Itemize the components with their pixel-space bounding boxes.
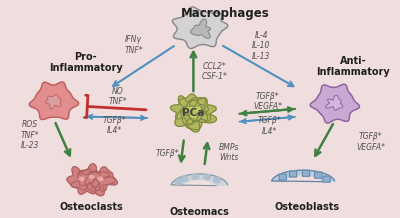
Text: PCa: PCa — [182, 107, 204, 118]
Polygon shape — [29, 82, 78, 119]
Polygon shape — [326, 95, 343, 110]
Ellipse shape — [98, 177, 103, 181]
FancyBboxPatch shape — [314, 172, 322, 178]
Text: Pro-
Inflammatory: Pro- Inflammatory — [49, 52, 123, 73]
Text: TGFβ*: TGFβ* — [156, 149, 179, 158]
Ellipse shape — [181, 176, 188, 181]
Text: CCL2*
CSF-1*: CCL2* CSF-1* — [202, 62, 228, 81]
Ellipse shape — [190, 113, 196, 117]
Ellipse shape — [175, 179, 182, 185]
Ellipse shape — [214, 177, 220, 183]
Text: Osteomacs: Osteomacs — [170, 207, 229, 217]
Polygon shape — [85, 171, 115, 196]
Polygon shape — [171, 174, 228, 186]
Polygon shape — [310, 84, 360, 123]
Ellipse shape — [204, 174, 211, 180]
Text: NO
TNF*: NO TNF* — [108, 87, 127, 106]
Ellipse shape — [89, 175, 94, 179]
Text: Osteoclasts: Osteoclasts — [60, 202, 124, 212]
Polygon shape — [181, 100, 208, 125]
Text: Macrophages: Macrophages — [181, 7, 270, 20]
Polygon shape — [175, 106, 202, 132]
Polygon shape — [88, 167, 118, 191]
Text: Osteoblasts: Osteoblasts — [274, 202, 340, 212]
Text: TGFβ*
VEGFA*: TGFβ* VEGFA* — [254, 92, 282, 111]
Text: IL-4
IL-10
IL-13: IL-4 IL-10 IL-13 — [252, 31, 270, 61]
Text: TGFβ*
IL4*: TGFβ* IL4* — [103, 116, 127, 135]
FancyBboxPatch shape — [323, 176, 330, 182]
Ellipse shape — [192, 174, 199, 179]
Polygon shape — [190, 19, 210, 38]
FancyBboxPatch shape — [290, 171, 297, 177]
Text: BMPs
Wnts: BMPs Wnts — [219, 143, 240, 162]
Ellipse shape — [194, 107, 200, 111]
Polygon shape — [272, 170, 334, 182]
Polygon shape — [67, 167, 94, 190]
FancyBboxPatch shape — [302, 170, 310, 176]
Polygon shape — [188, 98, 216, 122]
Polygon shape — [79, 164, 109, 191]
Text: TGFβ*
VEGFA*: TGFβ* VEGFA* — [356, 132, 385, 152]
Text: IFNγ
TNF*: IFNγ TNF* — [124, 35, 143, 55]
Polygon shape — [46, 95, 61, 109]
Ellipse shape — [79, 177, 84, 181]
Polygon shape — [170, 96, 203, 124]
Text: Anti-
Inflammatory: Anti- Inflammatory — [316, 56, 390, 77]
Polygon shape — [179, 94, 208, 121]
FancyBboxPatch shape — [279, 174, 286, 180]
Ellipse shape — [186, 107, 192, 111]
Text: TGFβ*
IL4*: TGFβ* IL4* — [257, 116, 281, 136]
Polygon shape — [71, 173, 99, 194]
Polygon shape — [183, 104, 216, 130]
Text: ROS
TNF*
IL-23: ROS TNF* IL-23 — [20, 120, 39, 150]
Polygon shape — [172, 7, 228, 48]
